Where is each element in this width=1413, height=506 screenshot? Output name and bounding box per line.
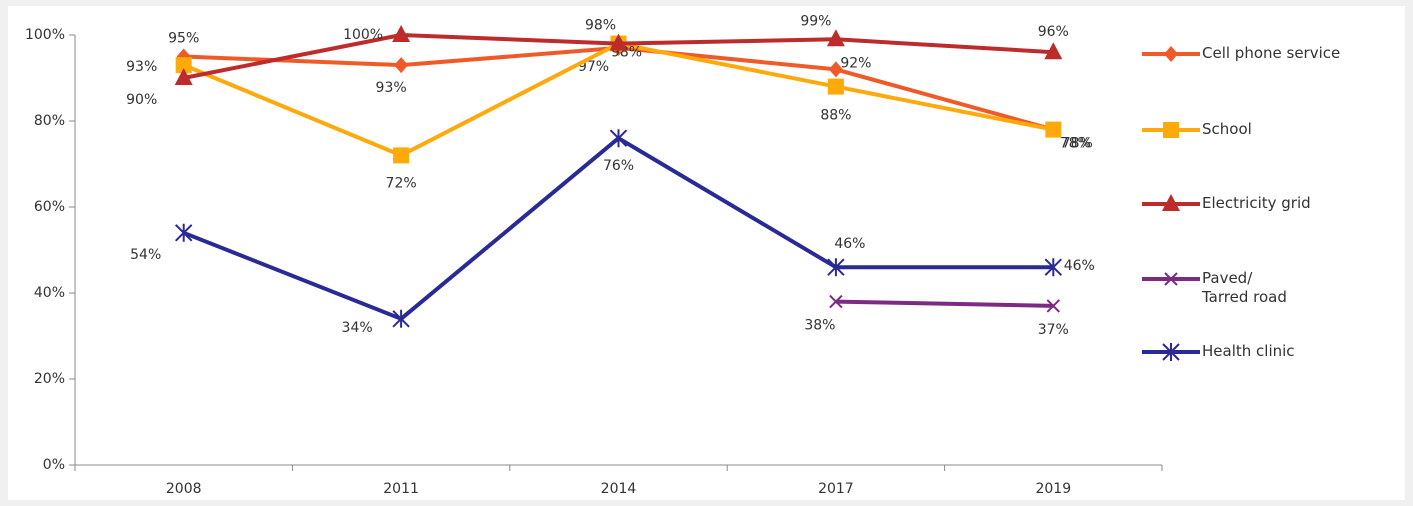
x-tick-label: 2019: [1035, 481, 1071, 497]
data-point: [827, 258, 845, 277]
data-point: [827, 78, 844, 95]
legend-label: School: [1202, 120, 1252, 138]
data-point: [828, 61, 843, 78]
data-point: [174, 223, 193, 242]
data-point: [1046, 299, 1061, 313]
data-point: [175, 57, 192, 74]
data-label: 93%: [376, 80, 407, 96]
data-point: [826, 29, 845, 47]
data-label: 54%: [130, 247, 161, 263]
x-tick-label: 2014: [601, 481, 637, 497]
series-line: [835, 299, 1054, 308]
x-tick-label: 2017: [818, 481, 854, 497]
data-point: [609, 33, 628, 51]
data-point: [393, 147, 410, 164]
legend-label: Cell phone service: [1202, 44, 1341, 62]
data-label: 34%: [342, 320, 373, 336]
data-label: 96%: [1038, 24, 1069, 40]
data-point: [609, 129, 628, 148]
y-tick-label: 0%: [43, 457, 65, 473]
legend-marker: [1164, 272, 1178, 286]
legend-label: Electricity grid: [1202, 194, 1311, 212]
x-tick-label: 2008: [166, 481, 202, 497]
data-label: 76%: [603, 158, 634, 174]
legend-marker: [1163, 122, 1179, 138]
legend-label: Health clinic: [1202, 342, 1295, 360]
legend-marker: [1164, 46, 1178, 62]
data-label: 78%: [1062, 136, 1093, 152]
data-point: [1044, 42, 1063, 60]
data-label: 78%: [1060, 136, 1091, 152]
data-label: 98%: [585, 18, 616, 34]
data-point: [392, 309, 410, 328]
data-point: [174, 68, 193, 85]
data-label: 38%: [804, 318, 835, 334]
y-tick-label: 40%: [34, 285, 65, 301]
legend-marker: [1162, 194, 1180, 211]
legend-marker: [1162, 343, 1180, 361]
legend-label: Paved/ Tarred road: [1202, 269, 1287, 306]
y-tick-label: 100%: [25, 27, 65, 43]
data-point: [1044, 258, 1063, 277]
data-label: 97%: [578, 59, 609, 75]
x-tick-label: 2011: [383, 481, 419, 497]
data-point: [392, 25, 411, 42]
y-tick-label: 80%: [34, 113, 65, 129]
data-label: 72%: [386, 175, 417, 191]
data-point: [394, 57, 409, 74]
y-tick-label: 20%: [34, 371, 65, 387]
data-label: 99%: [800, 13, 831, 29]
data-label: 90%: [126, 92, 157, 108]
data-label: 92%: [840, 55, 871, 71]
data-label: 88%: [820, 108, 851, 124]
data-label: 95%: [168, 31, 199, 47]
data-label: 100%: [343, 27, 383, 43]
data-label: 93%: [126, 59, 157, 75]
data-label: 46%: [834, 236, 865, 252]
data-point: [829, 294, 843, 309]
y-tick-label: 60%: [34, 199, 65, 215]
data-label: 46%: [1064, 258, 1095, 274]
data-label: 37%: [1038, 322, 1069, 338]
data-point: [1045, 121, 1062, 138]
